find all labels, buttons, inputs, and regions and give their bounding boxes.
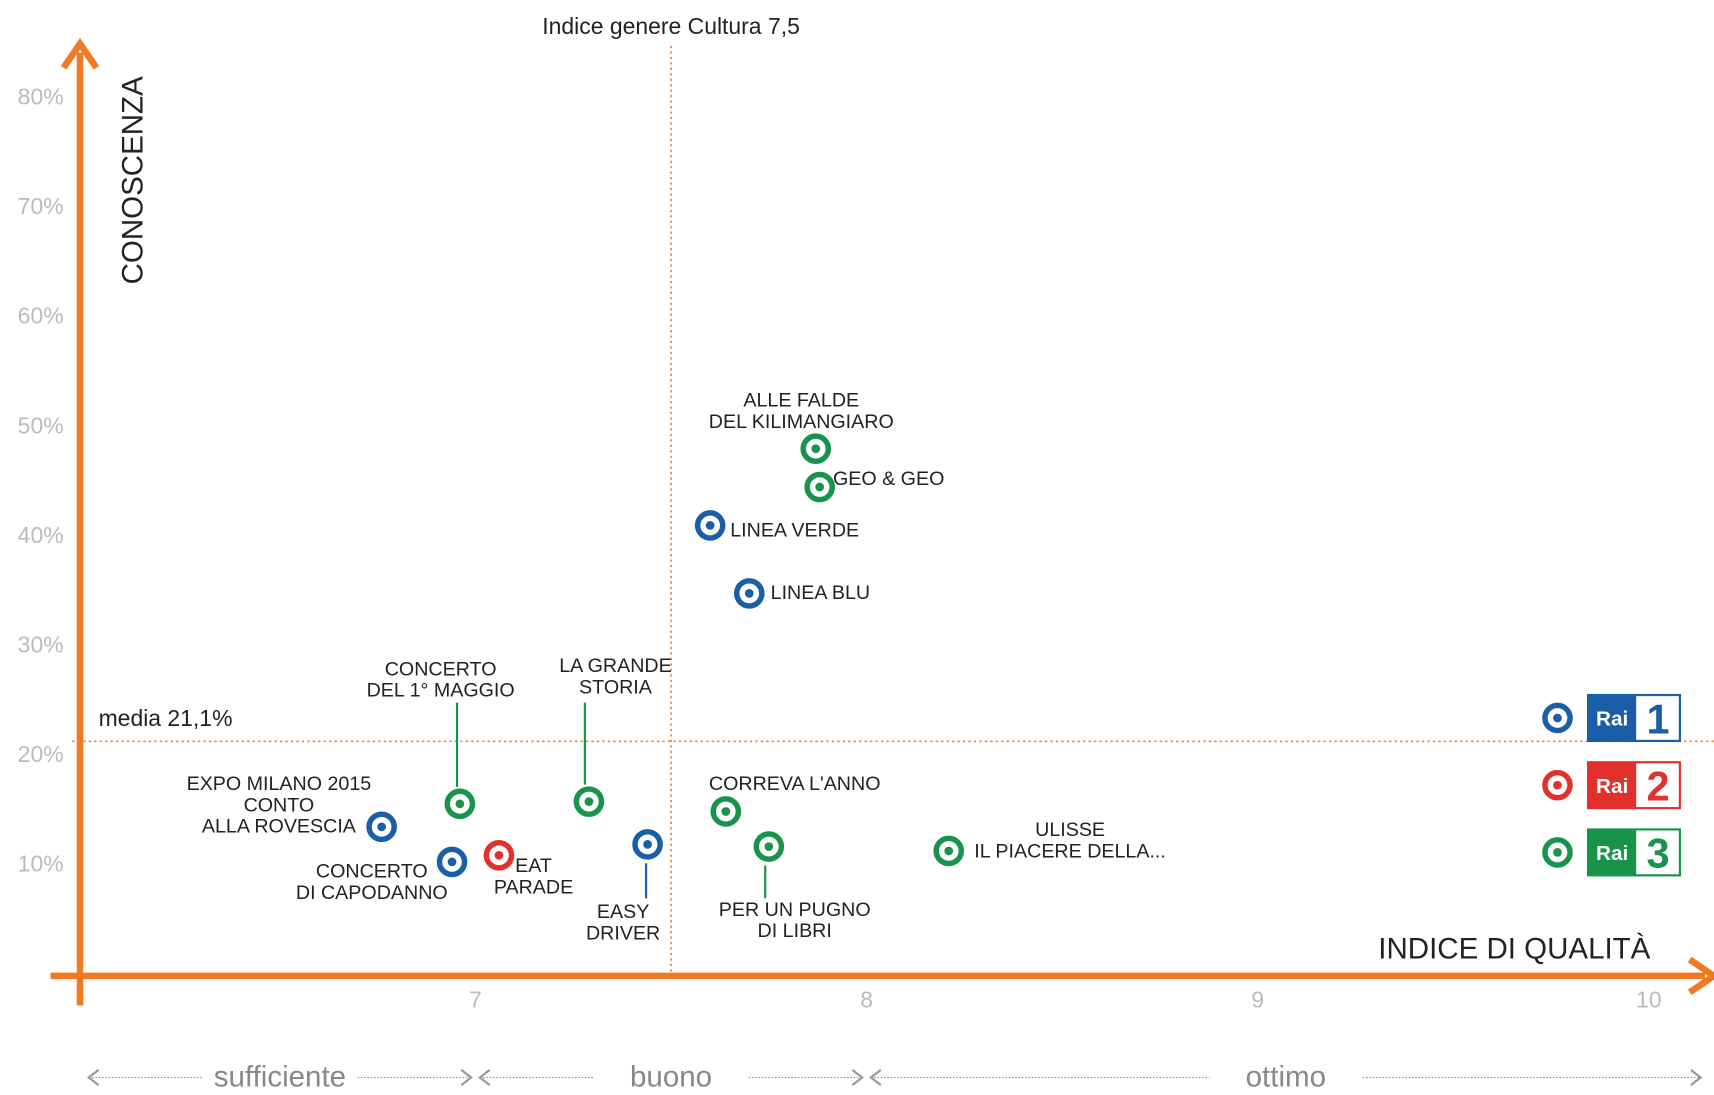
reference-label: media 21,1% [99,705,233,731]
point-label: CONCERTO [316,861,428,883]
point-label: CORREVA L'ANNO [709,773,881,795]
point-label: DEL KILIMANGIARO [709,411,894,433]
band-arrow [869,1069,1703,1087]
legend-number: 1 [1646,695,1669,742]
band-arrow [86,1069,473,1087]
point-dot [764,842,774,851]
point-label: DEL 1° MAGGIO [367,680,515,702]
legend-marker-dot [1553,780,1562,790]
point-label: STORIA [579,676,653,698]
point-label: LINEA BLU [771,582,870,604]
point-label: GEO & GEO [833,468,944,490]
y-axis-arrow [60,37,100,70]
band-label-bg [1209,1060,1363,1093]
point-dot [643,839,652,849]
point-dot [744,589,754,598]
point-label: EXPO MILANO 2015 [187,773,372,795]
point-dot [705,521,715,530]
point-dot [944,846,954,856]
point-dot [377,822,386,832]
reference-label: Indice genere Cultura 7,5 [542,13,800,39]
y-tick-label: 70% [18,193,64,219]
point-dot [815,482,825,492]
y-tick-label: 80% [18,84,64,110]
point-dot [455,799,465,809]
legend-logo-box [1588,762,1637,809]
legend-number: 3 [1646,830,1669,877]
legend-marker-dot [1553,848,1562,857]
legend-marker-dot [1553,713,1562,723]
y-tick-label: 20% [18,741,64,767]
point-label: PER UN PUGNO [719,899,871,921]
point-label: ULISSE [1035,819,1105,841]
point-dot [584,797,594,806]
x-tick-label: 8 [860,987,873,1013]
point-label: ALLA ROVESCIA [202,816,357,838]
band-label: sufficiente [214,1060,346,1093]
x-tick-label: 7 [469,987,482,1013]
y-tick-label: 60% [18,303,64,329]
band-label-bg [203,1060,357,1093]
y-axis-title: CONOSCENZA [116,76,149,284]
y-tick-label: 50% [18,412,64,438]
point-label: CONCERTO [385,658,497,680]
point-dot [811,444,821,454]
point-label: IL PIACERE DELLA... [974,840,1166,862]
legend-number: 2 [1646,762,1669,809]
band-label-bg [594,1060,748,1093]
legend-logo: Rai [1596,708,1628,731]
point-label: LINEA VERDE [730,520,859,542]
y-tick-label: 10% [18,851,64,877]
point-label: CONTO [244,794,315,816]
point-label: DI LIBRI [758,920,832,942]
legend-logo: Rai [1596,842,1628,865]
legend-logo: Rai [1596,775,1628,798]
point-label: LA GRANDE [559,655,672,677]
x-axis-title: INDICE DI QUALITÀ [1378,932,1650,965]
point-label: DI CAPODANNO [296,882,448,904]
point-label: EAT [515,855,552,877]
y-tick-label: 30% [18,632,64,658]
point-label: ALLE FALDE [743,390,859,412]
point-label: EASY [597,901,649,923]
y-tick-label: 40% [18,522,64,548]
point-dot [494,850,504,860]
band-arrow [478,1069,865,1087]
point-dot [447,857,457,867]
x-tick-label: 10 [1636,987,1662,1013]
band-label: ottimo [1246,1060,1326,1093]
band-label: buono [630,1060,712,1093]
x-tick-label: 9 [1251,987,1264,1013]
point-label: DRIVER [586,922,660,944]
legend-logo-box [1588,829,1637,876]
point-dot [721,807,731,816]
point-label: PARADE [494,876,573,898]
legend-logo-box [1588,695,1637,741]
